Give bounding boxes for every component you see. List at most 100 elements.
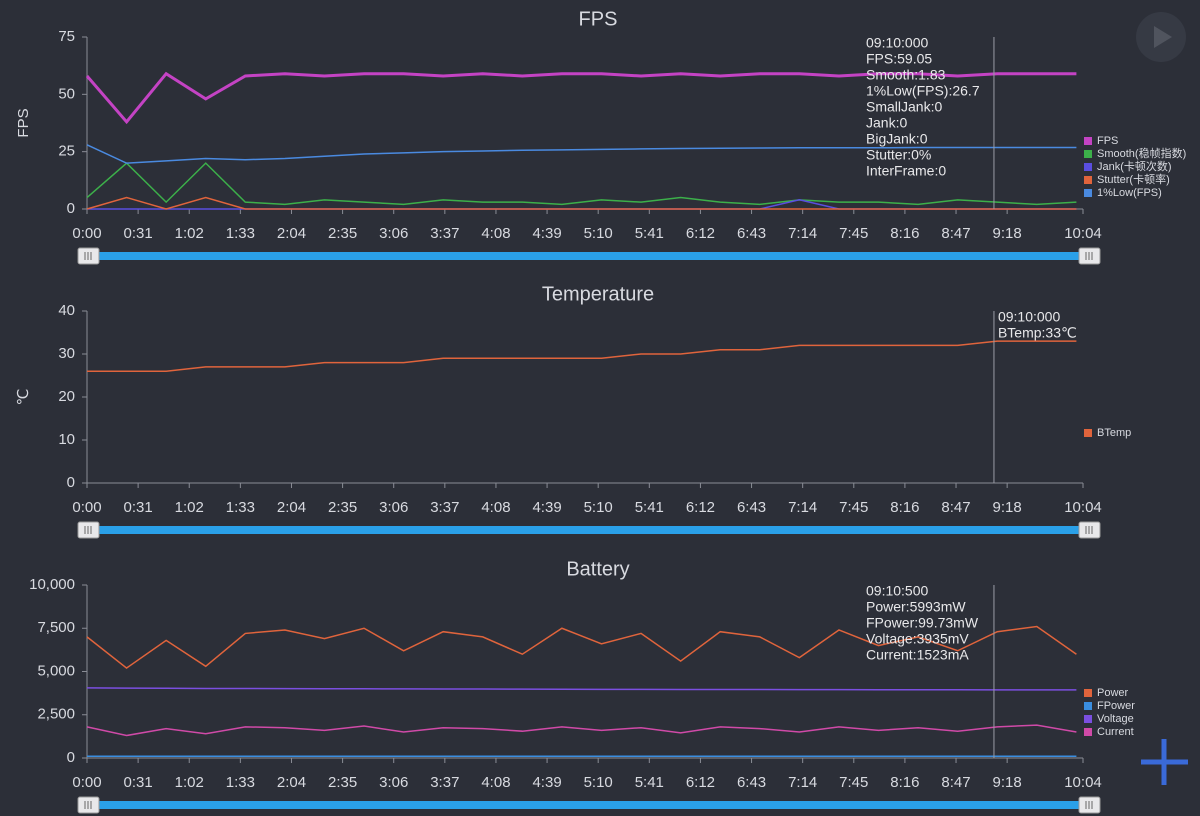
x-tick-label: 7:45 [839,225,868,242]
tooltip-text: SmallJank:0 [866,99,942,115]
tooltip-text: BTemp:33℃ [998,325,1077,341]
y-tick-label: 25 [58,143,75,160]
x-tick-label: 1:33 [226,225,255,242]
handle-grip [84,526,92,534]
y-tick-label: 40 [58,302,75,319]
series-line [85,71,1077,125]
x-tick-label: 7:14 [788,225,817,242]
y-tick-label: 20 [58,388,75,405]
x-tick-label: 4:39 [532,499,561,516]
legend-label: 1%Low(FPS) [1097,187,1162,199]
y-axis-label: ℃ [15,389,32,406]
x-tick-label: 5:10 [584,225,613,242]
x-tick-label: 8:47 [941,225,970,242]
legend-swatch [1084,728,1092,736]
x-tick-label: 0:31 [124,774,153,791]
handle-grip [84,252,92,260]
tooltip-text: InterFrame:0 [866,163,946,179]
x-tick-label: 10:04 [1064,225,1102,242]
x-tick-label: 9:18 [993,225,1022,242]
play-icon [1154,26,1172,48]
series-line [86,687,1077,691]
x-tick-label: 2:35 [328,225,357,242]
x-tick-label: 8:16 [890,225,919,242]
x-tick-label: 2:04 [277,774,306,791]
chart-title: FPS [579,8,618,30]
x-tick-label: 0:31 [124,499,153,516]
legend-swatch [1084,163,1092,171]
x-tick-label: 10:04 [1064,774,1102,791]
x-tick-label: 5:41 [635,499,664,516]
y-axis-label: FPS [15,108,32,137]
x-tick-label: 3:06 [379,499,408,516]
y-tick-label: 0 [67,200,75,217]
legend-swatch [1084,189,1092,197]
x-tick-label: 7:14 [788,774,817,791]
x-tick-label: 6:43 [737,774,766,791]
legend-label: FPower [1097,700,1135,712]
x-tick-label: 1:33 [226,774,255,791]
x-tick-label: 3:37 [430,774,459,791]
add-button[interactable] [1141,739,1188,785]
tooltip-text: Power:5993mW [866,599,966,615]
series-line [86,724,1077,737]
x-tick-label: 2:04 [277,225,306,242]
x-tick-label: 3:37 [430,499,459,516]
tooltip-text: Stutter:0% [866,147,931,163]
legend-swatch [1084,702,1092,710]
x-tick-label: 6:43 [737,225,766,242]
legend-label: Voltage [1097,713,1134,725]
x-tick-label: 0:00 [72,774,101,791]
x-tick-label: 1:33 [226,499,255,516]
range-slider-track[interactable] [92,801,1088,809]
y-tick-label: 2,500 [37,706,75,723]
series-line [86,144,1077,164]
legend-label: FPS [1097,135,1118,147]
x-tick-label: 0:00 [72,225,101,242]
x-tick-label: 5:10 [584,774,613,791]
y-tick-label: 30 [58,345,75,362]
y-tick-label: 75 [58,28,75,45]
range-slider-track[interactable] [92,526,1088,534]
x-tick-label: 7:14 [788,499,817,516]
x-tick-label: 3:37 [430,225,459,242]
x-tick-label: 6:12 [686,499,715,516]
x-tick-label: 0:31 [124,225,153,242]
x-tick-label: 4:08 [481,499,510,516]
handle-grip [1085,252,1093,260]
x-tick-label: 10:04 [1064,499,1102,516]
y-tick-label: 10 [58,431,75,448]
x-tick-label: 1:02 [175,225,204,242]
y-tick-label: 0 [67,749,75,766]
range-slider-track[interactable] [92,252,1088,260]
tooltip-text: FPS:59.05 [866,51,932,67]
legend-swatch [1084,137,1092,145]
x-tick-label: 2:35 [328,499,357,516]
tooltip-text: Smooth:1.83 [866,67,946,83]
series-line [87,340,1077,372]
legend-label: Stutter(卡顿率) [1097,172,1170,186]
tooltip-text: 09:10:000 [866,35,928,51]
x-tick-label: 5:41 [635,774,664,791]
legend-swatch [1084,176,1092,184]
legend-swatch [1084,689,1092,697]
y-tick-label: 5,000 [37,662,75,679]
legend-label: Current [1097,726,1134,738]
handle-grip [1085,526,1093,534]
x-tick-label: 2:35 [328,774,357,791]
handle-grip [84,801,92,809]
x-tick-label: 4:39 [532,774,561,791]
x-tick-label: 4:39 [532,225,561,242]
x-tick-label: 9:18 [993,499,1022,516]
tooltip-text: Voltage:3935mV [866,631,969,647]
y-tick-label: 10,000 [29,576,75,593]
x-tick-label: 7:45 [839,774,868,791]
x-tick-label: 8:47 [941,774,970,791]
chart-title: Temperature [542,283,654,305]
x-tick-label: 5:41 [635,225,664,242]
series-line [86,625,1077,669]
x-tick-label: 4:08 [481,225,510,242]
tooltip-text: FPower:99.73mW [866,615,979,631]
y-tick-label: 50 [58,85,75,102]
